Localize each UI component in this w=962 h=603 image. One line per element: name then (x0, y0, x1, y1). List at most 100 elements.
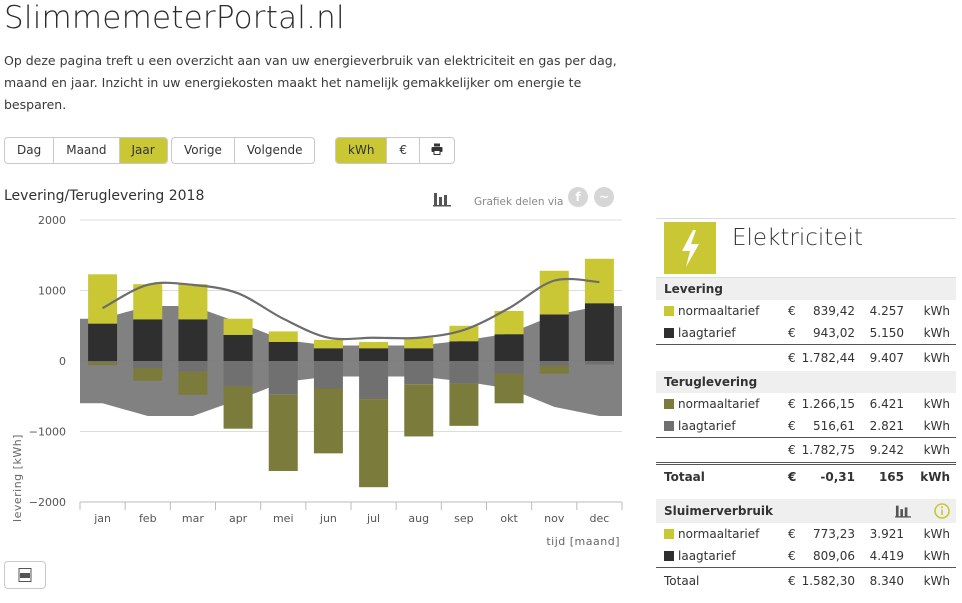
bar-laagtarief (404, 348, 434, 361)
x-tick-label: mar (182, 512, 204, 525)
bar-normaaltarief (449, 325, 479, 342)
month-button[interactable]: Maand (54, 138, 120, 163)
swatch (664, 306, 674, 316)
euro-button[interactable]: € (387, 138, 421, 163)
facebook-icon[interactable]: f (568, 187, 588, 207)
unit: kWh (923, 443, 950, 457)
bar-laagtarief (494, 334, 524, 361)
x-tick-label: jul (366, 512, 380, 525)
bar-teruglevering-normaaltarief (494, 373, 524, 404)
kwh-value: 4.257 (869, 304, 904, 318)
day-button[interactable]: Dag (5, 138, 55, 163)
swatch (664, 328, 674, 338)
x-tick-label: jun (319, 512, 337, 525)
bar-teruglevering-laagtarief (494, 361, 524, 374)
bar-teruglevering-normaaltarief (268, 394, 298, 471)
x-tick-label: feb (139, 512, 157, 525)
amount: 1.582,30 (801, 574, 855, 588)
bar-normaaltarief (359, 341, 389, 349)
print-button[interactable] (420, 138, 454, 163)
kwh-value: 165 (878, 470, 904, 484)
bar-laagtarief (223, 334, 253, 361)
euro-sign: € (788, 326, 796, 340)
bar-laagtarief (88, 323, 118, 361)
swatch (664, 399, 674, 409)
electricity-title: Elektriciteit (732, 225, 863, 251)
x-tick-label: okt (500, 512, 518, 525)
euro-sign: € (788, 351, 796, 365)
row-label: laagtarief (678, 326, 736, 340)
unit: kWh (923, 527, 950, 541)
bar-normaaltarief (133, 284, 163, 320)
bar-teruglevering-laagtarief (584, 361, 614, 365)
sluimer-total: Totaal € 1.582,30 8.340 kWh (656, 567, 956, 594)
bar-normaaltarief (313, 339, 343, 349)
teruglevering-total: € 1.782,75 9.242 kWh (656, 437, 956, 462)
unit: kWh (923, 304, 950, 318)
bar-laagtarief (313, 348, 343, 361)
amount: 516,61 (813, 419, 855, 433)
euro-sign: € (788, 419, 796, 433)
euro-sign: € (788, 304, 796, 318)
kwh-value: 5.150 (869, 326, 904, 340)
bar-normaaltarief (404, 337, 434, 349)
lightning-icon (664, 222, 716, 274)
y-tick-label: −2000 (29, 496, 66, 509)
export-button[interactable] (4, 561, 46, 589)
bar-teruglevering-normaaltarief (88, 362, 118, 366)
trend-line (102, 277, 600, 341)
y-tick-label: −1000 (29, 426, 66, 439)
printer-icon (431, 143, 443, 155)
next-button[interactable]: Volgende (246, 143, 303, 157)
amount: 839,42 (813, 304, 855, 318)
bar-teruglevering-laagtarief (313, 361, 343, 389)
bar-teruglevering-laagtarief (359, 361, 389, 400)
kwh-value: 2.821 (869, 419, 904, 433)
kwh-value: 9.242 (869, 443, 904, 457)
x-tick-label: jan (93, 512, 111, 525)
euro-sign: € (788, 470, 797, 484)
unit-switcher: kWh € (335, 137, 456, 164)
unit: kWh (920, 470, 950, 484)
kwh-value: 3.921 (869, 527, 904, 541)
chart-type-icon[interactable] (433, 190, 451, 207)
list-item: normaaltarief € 839,42 4.257 kWh (656, 300, 956, 322)
unit: kWh (923, 574, 950, 588)
year-button[interactable]: Jaar (119, 138, 167, 163)
kwh-value: 6.421 (869, 397, 904, 411)
previous-button[interactable]: Vorige (172, 138, 235, 163)
info-icon[interactable] (934, 503, 950, 519)
swatch (664, 551, 674, 561)
x-tick-label: sep (454, 512, 473, 525)
x-tick-label: aug (408, 512, 429, 525)
swatch (664, 421, 674, 431)
euro-sign: € (788, 574, 796, 588)
y-tick-label: 2000 (38, 214, 66, 227)
area-band (80, 306, 622, 416)
bar-teruglevering-normaaltarief (313, 388, 343, 454)
bar-normaaltarief (494, 310, 524, 335)
bar-teruglevering-normaaltarief (359, 399, 389, 488)
y-tick-label: 1000 (38, 285, 66, 298)
bar-laagtarief (178, 319, 208, 361)
bar-teruglevering-laagtarief (539, 361, 569, 366)
kwh-button[interactable]: kWh (336, 138, 388, 163)
bar-teruglevering-normaaltarief (404, 384, 434, 437)
bar-laagtarief (359, 348, 389, 361)
list-item: laagtarief € 516,61 2.821 kWh (656, 415, 956, 437)
chart-type-icon[interactable] (895, 503, 911, 518)
kwh-value: 9.407 (869, 351, 904, 365)
list-item: normaaltarief € 1.266,15 6.421 kWh (656, 393, 956, 415)
bar-teruglevering-normaaltarief (223, 386, 253, 429)
amount: -0,31 (820, 470, 855, 484)
spreadsheet-icon (18, 568, 32, 582)
amount: 1.782,44 (801, 351, 855, 365)
electricity-header: Elektriciteit (656, 219, 956, 278)
section-levering: Levering (656, 278, 956, 300)
page-title: SlimmemeterPortal.nl (4, 0, 345, 36)
chart: 2000 1000 0 −1000 −2000 jan feb mar apr mei jun jul… (11, 214, 623, 548)
twitter-icon[interactable]: ~ (594, 187, 614, 207)
bar-laagtarief (584, 303, 614, 361)
section-sluimerverbruik: Sluimerverbruik (656, 499, 956, 523)
bar-laagtarief (268, 341, 298, 361)
